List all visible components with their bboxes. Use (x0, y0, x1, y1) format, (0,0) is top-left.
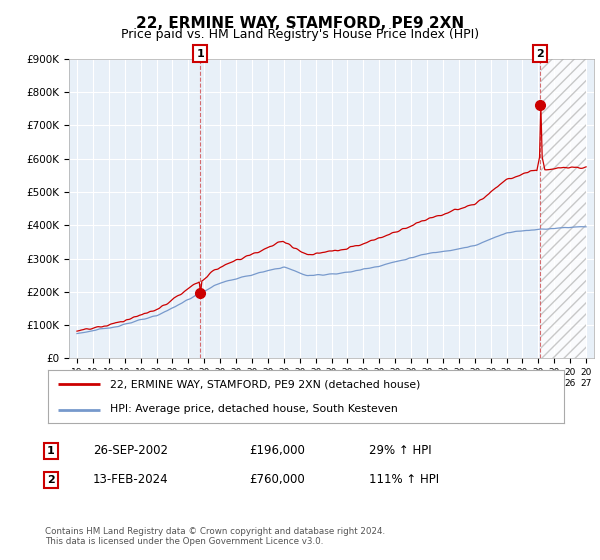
Text: 13-FEB-2024: 13-FEB-2024 (93, 473, 169, 487)
Text: 2: 2 (536, 49, 544, 59)
Text: 111% ↑ HPI: 111% ↑ HPI (369, 473, 439, 487)
Text: HPI: Average price, detached house, South Kesteven: HPI: Average price, detached house, Sout… (110, 404, 398, 414)
Text: 26-SEP-2002: 26-SEP-2002 (93, 444, 168, 458)
Text: 22, ERMINE WAY, STAMFORD, PE9 2XN: 22, ERMINE WAY, STAMFORD, PE9 2XN (136, 16, 464, 31)
Text: Contains HM Land Registry data © Crown copyright and database right 2024.
This d: Contains HM Land Registry data © Crown c… (45, 526, 385, 546)
Text: 1: 1 (47, 446, 55, 456)
Text: 22, ERMINE WAY, STAMFORD, PE9 2XN (detached house): 22, ERMINE WAY, STAMFORD, PE9 2XN (detac… (110, 380, 420, 390)
Text: 2: 2 (47, 475, 55, 485)
Text: 29% ↑ HPI: 29% ↑ HPI (369, 444, 431, 458)
Text: 1: 1 (196, 49, 204, 59)
Text: £760,000: £760,000 (249, 473, 305, 487)
Text: Price paid vs. HM Land Registry's House Price Index (HPI): Price paid vs. HM Land Registry's House … (121, 28, 479, 41)
Text: £196,000: £196,000 (249, 444, 305, 458)
